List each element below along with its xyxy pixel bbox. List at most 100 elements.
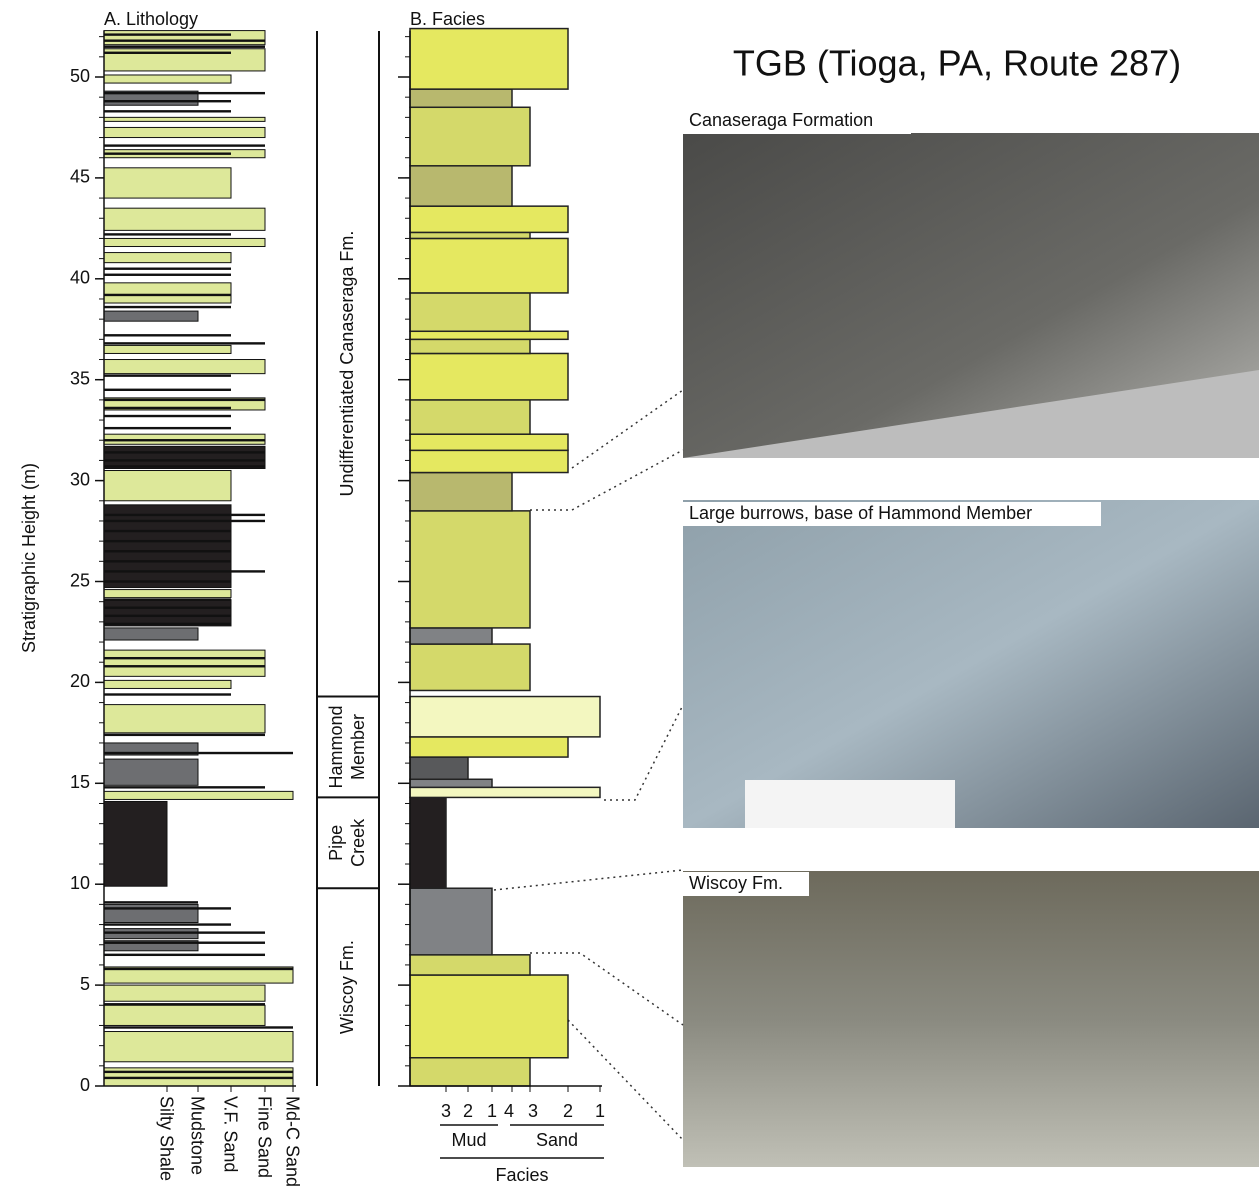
- facies-bed: [409, 106, 531, 167]
- thin-bed: [104, 293, 231, 297]
- x-tick-label: 1: [487, 1101, 497, 1121]
- thin-bed: [104, 519, 265, 523]
- facies-bed: [409, 292, 531, 333]
- facies-bed: [409, 778, 493, 789]
- thin-bed: [104, 439, 265, 442]
- x-tick-label: 2: [463, 1101, 473, 1121]
- thin-bed: [104, 51, 231, 54]
- y-tick-label: 35: [70, 368, 90, 388]
- thin-bed: [104, 539, 231, 543]
- thin-bed: [104, 941, 265, 944]
- facies-bed: [409, 695, 601, 738]
- lith-bed: [103, 207, 266, 231]
- y-tick-label: 10: [70, 873, 90, 893]
- thin-bed: [104, 786, 265, 789]
- panel-title: B. Facies: [410, 9, 485, 29]
- thin-bed: [104, 374, 231, 377]
- y-tick-label: 25: [70, 570, 90, 590]
- lith-bed: [103, 800, 168, 887]
- lith-bed: [103, 445, 266, 469]
- thin-bed: [104, 45, 265, 48]
- lith-bed: [103, 504, 232, 589]
- thin-bed: [104, 152, 231, 155]
- facies-bed: [409, 974, 569, 1059]
- thin-bed: [104, 598, 231, 601]
- thin-bed: [104, 233, 231, 236]
- photo-label: Large burrows, base of Hammond Member: [689, 503, 1032, 523]
- thin-bed: [104, 550, 231, 553]
- unit-label: Hammond Member: [326, 705, 368, 788]
- leaders: [493, 389, 684, 1141]
- lith-bed: [103, 704, 266, 734]
- thin-bed: [104, 606, 231, 609]
- facies-bed: [409, 352, 569, 401]
- label-bg: [683, 110, 911, 134]
- thin-bed: [104, 100, 231, 103]
- photo-label: Canaseraga Formation: [689, 110, 873, 130]
- facies-bed: [409, 88, 513, 109]
- unit-label: Undifferentiated Canaseraga Fm.: [337, 231, 357, 497]
- thin-bed: [104, 110, 231, 113]
- thin-bed: [104, 967, 293, 971]
- x-tick-label: Md-C Sand: [282, 1096, 302, 1187]
- thin-bed: [104, 1026, 293, 1029]
- x-tick-label: Fine Sand: [254, 1096, 274, 1178]
- y-tick-label: 20: [70, 671, 90, 691]
- facies-bed: [409, 231, 531, 240]
- group-label: Mud: [451, 1130, 486, 1150]
- thin-bed: [104, 39, 265, 42]
- lith-bed: [103, 649, 266, 677]
- road: [683, 370, 1259, 458]
- lith-bed: [103, 903, 199, 924]
- thin-bed: [104, 733, 265, 737]
- facies-bed: [409, 627, 493, 645]
- lith-bed: [103, 758, 199, 786]
- unit-label: Wiscoy Fm.: [337, 940, 357, 1034]
- thin-bed: [104, 398, 265, 402]
- thin-bed: [104, 459, 265, 462]
- thin-bed: [104, 931, 265, 934]
- facies-bed: [409, 887, 493, 956]
- photo-label: Wiscoy Fm.: [689, 873, 783, 893]
- thin-bed: [104, 693, 231, 696]
- thin-bed: [104, 560, 231, 563]
- thin-bed: [104, 144, 265, 147]
- label-bg: [683, 502, 1101, 526]
- y-tick-label: 45: [70, 167, 90, 187]
- facies-bed: [409, 471, 513, 512]
- thin-bed: [104, 33, 231, 36]
- thin-bed: [104, 1003, 265, 1006]
- panel-title: A. Lithology: [104, 9, 198, 29]
- thin-bed: [104, 614, 231, 618]
- group-label: Sand: [536, 1130, 578, 1150]
- title: TGB (Tioga, PA, Route 287): [733, 43, 1181, 84]
- thin-bed: [104, 273, 231, 276]
- lith-bed: [103, 359, 266, 375]
- y-tick-label: 50: [70, 66, 90, 86]
- lith-bed: [103, 1004, 266, 1026]
- lith-bed: [103, 282, 232, 304]
- thin-bed: [104, 465, 265, 468]
- thin-bed: [104, 901, 198, 904]
- thin-bed: [104, 426, 231, 430]
- facies-bed: [409, 786, 601, 799]
- x-tick-label: Silty Shale: [156, 1096, 176, 1181]
- lith-bed: [103, 589, 232, 599]
- facies-bed: [409, 165, 513, 207]
- thin-bed: [104, 414, 231, 418]
- x-tick-label: V.F. Sand: [220, 1096, 240, 1172]
- axis-label: Stratigraphic Height (m): [19, 463, 39, 653]
- lith-bed: [103, 167, 232, 199]
- y-tick-label: 15: [70, 772, 90, 792]
- thin-bed: [104, 91, 265, 95]
- lith-bed: [103, 74, 232, 84]
- facies-bed: [409, 736, 569, 758]
- thin-bed: [104, 334, 231, 337]
- thin-bed: [104, 513, 265, 517]
- lith-bed: [103, 1031, 294, 1063]
- x-tick-label: 2: [563, 1101, 573, 1121]
- x-tick-label: 3: [528, 1101, 538, 1121]
- thin-bed: [104, 570, 265, 573]
- lith-bed: [103, 679, 232, 689]
